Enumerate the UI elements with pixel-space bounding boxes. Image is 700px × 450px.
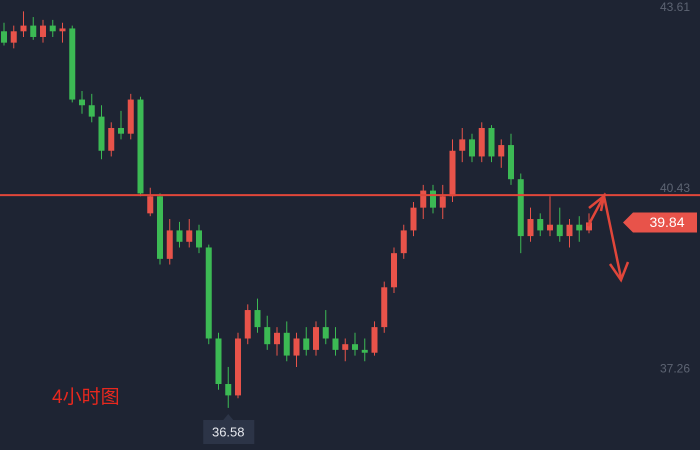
candle-body [400,230,407,254]
candle-body [517,179,524,237]
candle-body [235,338,241,396]
candle-body [205,247,212,339]
candle-body [215,338,222,385]
candle-body [527,219,534,237]
candle-body [576,224,583,231]
y-tick-label: 40.43 [660,181,690,195]
candle-body [352,344,358,350]
candle-body [381,287,388,328]
candle-body [10,31,17,43]
candle-body [176,230,183,242]
candle-body [147,196,154,214]
candle-body [40,25,46,37]
low-label: 36.58 [212,424,245,439]
arrow-head [608,261,630,283]
candle-body [459,139,466,151]
candle-body [186,230,193,242]
price-label: 39.84 [649,214,684,230]
low-box [203,414,255,444]
candle-body [303,338,310,350]
price-flag [623,212,697,233]
candle-body [196,230,202,248]
candle-body [430,190,436,208]
candle-body [293,338,300,356]
candle-body [98,116,105,151]
candle-body [1,31,7,43]
candle-body [157,196,163,259]
candle-body [488,128,495,157]
candle-body [371,327,378,353]
candle-body [244,310,251,339]
annotation: 4小时图 [52,386,120,408]
candle-body [59,28,66,32]
candle-body [49,25,56,32]
y-tick-label: 43.61 [660,0,690,14]
candle-body [313,327,319,350]
candle-body [420,190,427,208]
candle-body [166,230,173,259]
candle-body [127,99,134,134]
candle-body [449,150,456,197]
candle-body [439,196,446,208]
candle-body [332,338,339,350]
candles [1,11,592,408]
candle-body [88,105,95,117]
arrow [586,192,623,279]
candle-body [254,310,261,328]
candle-body [556,224,563,237]
candle-body [225,384,232,396]
candle-body [508,145,514,180]
axis: 37.26 40.43 43.61 [660,0,690,375]
candle-body [478,128,485,157]
candle-body [30,25,37,37]
candle-body [322,327,329,339]
candle-body [537,219,544,231]
candle-body [108,128,115,151]
candle-body [264,327,271,345]
candle-body [283,332,290,356]
candle-body [20,25,27,32]
candle-body [391,253,397,288]
candle-body [342,344,349,350]
candle-body [274,332,280,345]
candle-body [137,99,144,194]
y-tick-label: 37.26 [660,361,690,375]
candle-body [118,128,124,134]
candle-body [69,28,76,100]
candle-body [410,207,417,231]
candle-body [498,145,505,157]
candle-body [79,99,85,106]
candle-body [547,224,553,231]
candle-body [469,139,475,157]
candle-body [361,349,368,353]
candle-body [566,224,573,237]
